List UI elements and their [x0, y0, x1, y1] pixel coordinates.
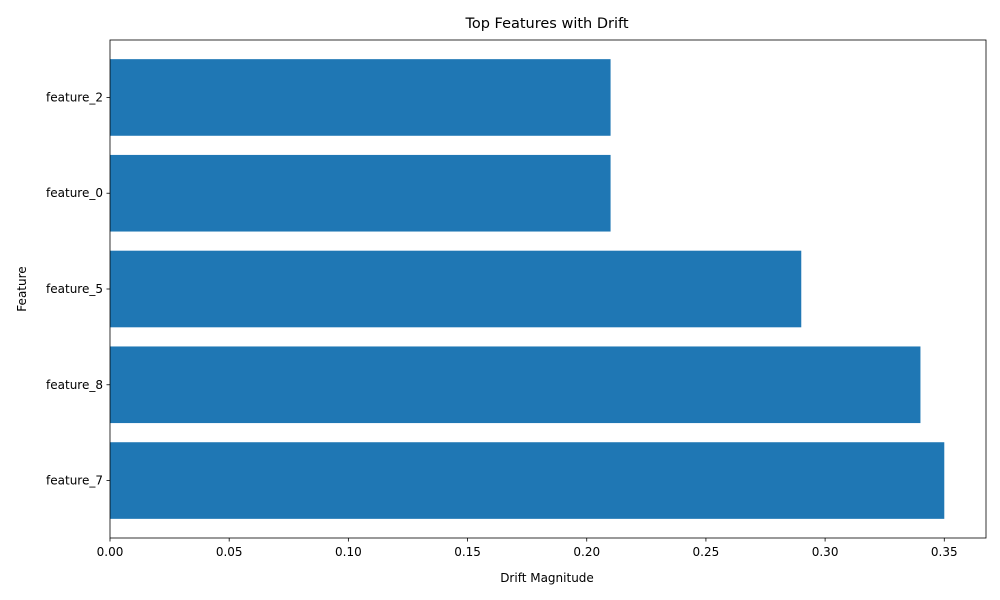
y-tick-label: feature_2 [46, 90, 103, 104]
y-ticks-group: feature_7 feature_8 feature_5 feature_0 feat… [46, 90, 110, 488]
bar-feature_8 [110, 346, 921, 424]
x-tick-label: 0.00 [97, 545, 124, 559]
x-tick-label: 0.15 [454, 545, 481, 559]
y-tick-label: feature_0 [46, 186, 103, 200]
chart-title: Top Features with Drift [464, 16, 628, 32]
bars-group [110, 59, 945, 519]
x-tick-label: 0.20 [573, 545, 600, 559]
bar-feature_5 [110, 250, 802, 328]
bar-feature_2 [110, 59, 611, 136]
x-tick-label: 0.35 [931, 545, 958, 559]
x-tick-label: 0.25 [693, 545, 720, 559]
x-tick-label: 0.10 [335, 545, 362, 559]
x-tick-label: 0.30 [812, 545, 839, 559]
x-axis-title: Drift Magnitude [500, 571, 594, 585]
x-ticks-group: 0.00 0.05 0.10 0.15 0.20 0.25 0.30 0.35 [97, 538, 958, 559]
bar-feature_0 [110, 154, 611, 232]
x-tick-label: 0.05 [216, 545, 243, 559]
y-axis-title: Feature [15, 266, 29, 311]
axes-frame [109, 39, 987, 539]
bar-feature_7 [110, 442, 945, 519]
y-tick-label: feature_7 [46, 474, 103, 488]
y-tick-label: feature_5 [46, 282, 103, 296]
y-tick-label: feature_8 [46, 378, 103, 392]
